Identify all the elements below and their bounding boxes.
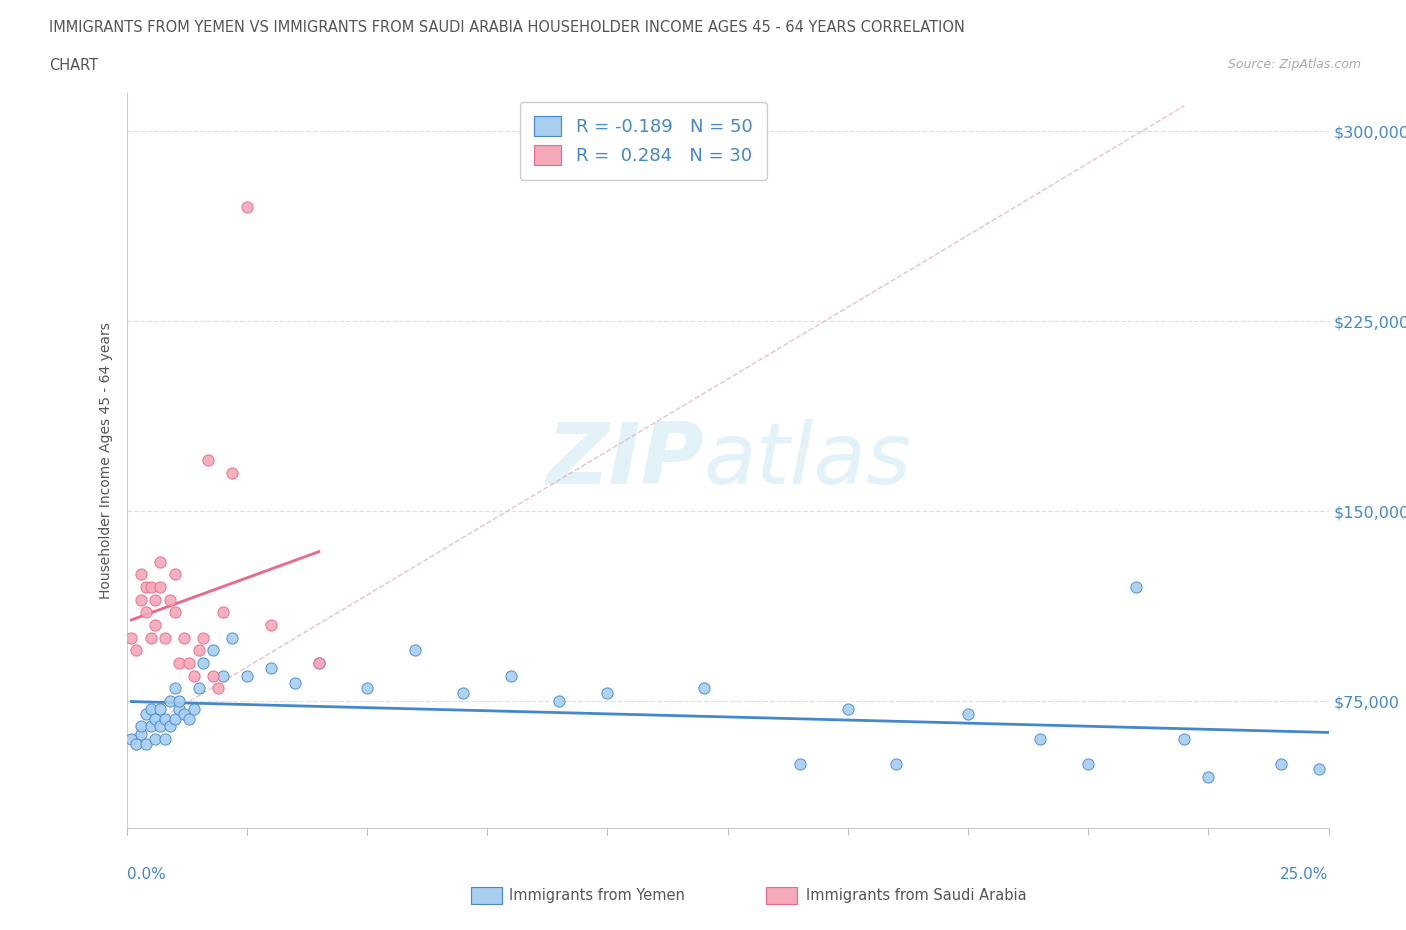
Point — [187, 643, 209, 658]
Y-axis label: Householder Income Ages 45 - 64 years: Householder Income Ages 45 - 64 years — [100, 322, 114, 599]
Point — [129, 592, 152, 607]
Point — [153, 711, 176, 726]
Point — [169, 701, 191, 716]
Point — [356, 681, 378, 696]
Point — [139, 631, 162, 645]
Point — [284, 676, 307, 691]
Point — [159, 719, 181, 734]
Point — [129, 567, 152, 582]
Point — [451, 686, 474, 701]
Point — [404, 643, 426, 658]
Point — [1270, 757, 1292, 772]
Point — [187, 681, 209, 696]
Point — [129, 726, 152, 741]
Point — [1308, 762, 1330, 777]
Point — [169, 694, 191, 709]
Point — [163, 604, 186, 619]
Point — [120, 631, 142, 645]
Point — [125, 643, 148, 658]
Point — [159, 694, 181, 709]
Point — [211, 669, 233, 684]
Point — [789, 757, 811, 772]
Point — [149, 554, 172, 569]
Point — [149, 579, 172, 594]
Point — [1197, 770, 1219, 785]
Text: Immigrants from Yemen: Immigrants from Yemen — [509, 888, 685, 903]
Point — [135, 737, 157, 751]
Point — [207, 681, 229, 696]
Text: ZIP: ZIP — [546, 418, 703, 502]
Point — [211, 604, 233, 619]
Point — [202, 643, 225, 658]
Point — [139, 701, 162, 716]
Point — [1029, 732, 1052, 747]
Text: IMMIGRANTS FROM YEMEN VS IMMIGRANTS FROM SAUDI ARABIA HOUSEHOLDER INCOME AGES 45: IMMIGRANTS FROM YEMEN VS IMMIGRANTS FROM… — [49, 20, 965, 35]
Point — [163, 711, 186, 726]
Point — [260, 618, 283, 632]
Point — [163, 681, 186, 696]
Point — [149, 701, 172, 716]
Point — [183, 701, 205, 716]
Text: atlas: atlas — [703, 418, 911, 502]
Point — [139, 719, 162, 734]
Point — [145, 618, 167, 632]
Point — [308, 656, 330, 671]
Point — [956, 706, 979, 721]
Point — [145, 732, 167, 747]
Point — [145, 711, 167, 726]
Text: Immigrants from Saudi Arabia: Immigrants from Saudi Arabia — [806, 888, 1026, 903]
Point — [1077, 757, 1099, 772]
Point — [221, 466, 243, 481]
Point — [173, 631, 195, 645]
Text: Source: ZipAtlas.com: Source: ZipAtlas.com — [1227, 58, 1361, 71]
Point — [177, 711, 200, 726]
Point — [145, 592, 167, 607]
Legend: R = -0.189   N = 50, R =  0.284   N = 30: R = -0.189 N = 50, R = 0.284 N = 30 — [520, 102, 768, 179]
Point — [260, 660, 283, 675]
Point — [139, 579, 162, 594]
Point — [129, 719, 152, 734]
Point — [193, 631, 215, 645]
Point — [692, 681, 714, 696]
Point — [159, 592, 181, 607]
Text: CHART: CHART — [49, 58, 98, 73]
Point — [183, 669, 205, 684]
Point — [125, 737, 148, 751]
Point — [308, 656, 330, 671]
Point — [163, 567, 186, 582]
Point — [202, 669, 225, 684]
Point — [120, 732, 142, 747]
Point — [149, 719, 172, 734]
Point — [135, 579, 157, 594]
Point — [153, 631, 176, 645]
Point — [173, 706, 195, 721]
Point — [135, 706, 157, 721]
Point — [169, 656, 191, 671]
Point — [235, 669, 259, 684]
Point — [501, 669, 523, 684]
Point — [596, 686, 619, 701]
Point — [837, 701, 859, 716]
Point — [221, 631, 243, 645]
Text: 25.0%: 25.0% — [1281, 867, 1329, 883]
Point — [135, 604, 157, 619]
Point — [177, 656, 200, 671]
Point — [235, 200, 259, 215]
Point — [1173, 732, 1195, 747]
Point — [1125, 579, 1147, 594]
Point — [153, 732, 176, 747]
Point — [884, 757, 907, 772]
Point — [193, 656, 215, 671]
Point — [548, 694, 571, 709]
Text: 0.0%: 0.0% — [127, 867, 166, 883]
Point — [197, 453, 219, 468]
